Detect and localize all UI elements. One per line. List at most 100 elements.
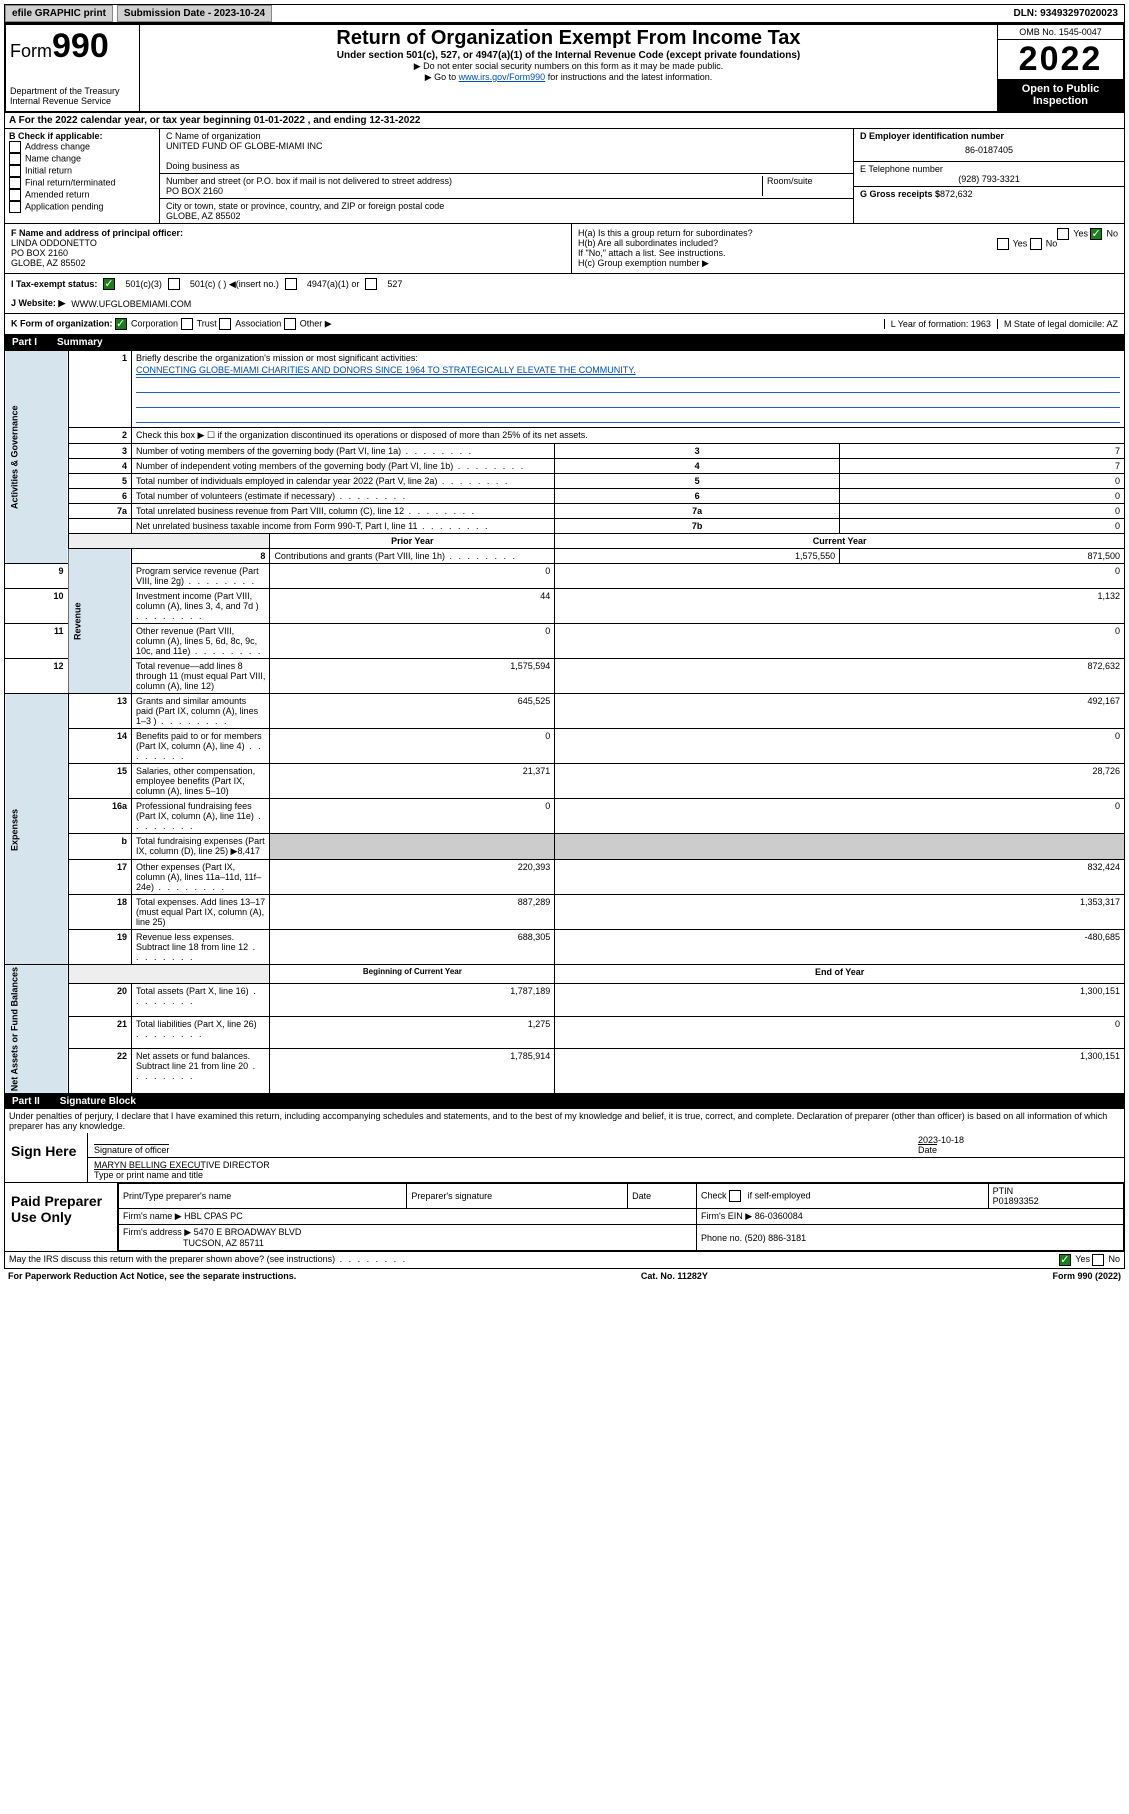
check-amended[interactable] bbox=[9, 189, 21, 201]
table-row: 15Salaries, other compensation, employee… bbox=[5, 764, 1125, 799]
check-address-change[interactable] bbox=[9, 141, 21, 153]
state-domicile: M State of legal domicile: AZ bbox=[997, 319, 1118, 329]
check-4947[interactable] bbox=[285, 278, 297, 290]
check-527[interactable] bbox=[365, 278, 377, 290]
officer-addr2: GLOBE, AZ 85502 bbox=[11, 258, 86, 268]
irs-link[interactable]: www.irs.gov/Form990 bbox=[459, 72, 546, 82]
table-row: 16aProfessional fundraising fees (Part I… bbox=[5, 799, 1125, 834]
ptin-value: P01893352 bbox=[993, 1196, 1039, 1206]
prep-date-hdr: Date bbox=[628, 1184, 697, 1209]
penalties-text: Under penalties of perjury, I declare th… bbox=[4, 1109, 1125, 1133]
table-row: 19Revenue less expenses. Subtract line 1… bbox=[5, 930, 1125, 965]
addr-label: Number and street (or P.O. box if mail i… bbox=[166, 176, 762, 186]
check-self-employed[interactable] bbox=[729, 1190, 741, 1202]
year-formation: L Year of formation: 1963 bbox=[884, 319, 991, 329]
table-row: 14Benefits paid to or for members (Part … bbox=[5, 729, 1125, 764]
signature-block: Sign Here Signature of officer 2023-10-1… bbox=[4, 1133, 1125, 1183]
part1-header: Part ISummary bbox=[4, 335, 1125, 350]
table-row: 7aTotal unrelated business revenue from … bbox=[5, 504, 1125, 519]
mission-label: Briefly describe the organization's miss… bbox=[136, 353, 418, 363]
table-row: 6Total number of volunteers (estimate if… bbox=[5, 489, 1125, 504]
hb-no[interactable] bbox=[1030, 238, 1042, 250]
table-row: Net unrelated business taxable income fr… bbox=[5, 519, 1125, 534]
table-row: 11Other revenue (Part VIII, column (A), … bbox=[5, 624, 1125, 659]
footer-right: Form 990 (2022) bbox=[1052, 1271, 1121, 1281]
open-inspection: Open to Public Inspection bbox=[998, 79, 1123, 111]
footer-left: For Paperwork Reduction Act Notice, see … bbox=[8, 1271, 296, 1281]
check-final-return[interactable] bbox=[9, 177, 21, 189]
col-b-checkboxes: B Check if applicable: Address change Na… bbox=[5, 129, 160, 223]
check-other[interactable] bbox=[284, 318, 296, 330]
table-row: 10Investment income (Part VIII, column (… bbox=[5, 589, 1125, 624]
discuss-yes[interactable] bbox=[1059, 1254, 1071, 1266]
ein-label: D Employer identification number bbox=[860, 131, 1118, 141]
prep-sig-hdr: Preparer's signature bbox=[407, 1184, 628, 1209]
officer-name: LINDA ODDONETTO bbox=[11, 238, 97, 248]
org-city: GLOBE, AZ 85502 bbox=[166, 211, 847, 221]
org-name: UNITED FUND OF GLOBE-MIAMI INC bbox=[166, 141, 847, 151]
exp-section-label: Expenses bbox=[5, 694, 69, 965]
prep-label: Paid Preparer Use Only bbox=[5, 1183, 117, 1251]
line2: Check this box ▶ ☐ if the organization d… bbox=[132, 428, 1125, 444]
sig-officer-label: Signature of officer bbox=[94, 1144, 169, 1155]
ha-no[interactable] bbox=[1090, 228, 1102, 240]
row-j-website: J Website: ▶ WWW.UFGLOBEMIAMI.COM bbox=[4, 294, 1125, 314]
check-501c[interactable] bbox=[168, 278, 180, 290]
instr-link: ▶ Go to www.irs.gov/Form990 for instruct… bbox=[146, 72, 991, 83]
hb-label: H(b) Are all subordinates included? bbox=[578, 238, 718, 248]
officer-addr1: PO BOX 2160 bbox=[11, 248, 68, 258]
hc-label: H(c) Group exemption number ▶ bbox=[578, 258, 1118, 269]
gov-section-label: Activities & Governance bbox=[5, 351, 69, 564]
sig-date-label: Date bbox=[918, 1144, 937, 1155]
check-501c3[interactable] bbox=[103, 278, 115, 290]
form-header: Form990 Department of the Treasury Inter… bbox=[4, 23, 1125, 113]
sig-name-label: Type or print name and title bbox=[94, 1169, 203, 1180]
tax-year: 2022 bbox=[998, 40, 1123, 79]
table-row: 3Number of voting members of the governi… bbox=[5, 444, 1125, 459]
name-label: C Name of organization bbox=[166, 131, 847, 141]
mission-text: CONNECTING GLOBE-MIAMI CHARITIES AND DON… bbox=[136, 365, 1120, 378]
check-app-pending[interactable] bbox=[9, 201, 21, 213]
row-i-tax-status: I Tax-exempt status: 501(c)(3) 501(c) ( … bbox=[4, 274, 1125, 294]
city-label: City or town, state or province, country… bbox=[166, 201, 847, 211]
submission-date: Submission Date - 2023-10-24 bbox=[117, 5, 272, 22]
check-assoc[interactable] bbox=[219, 318, 231, 330]
phone-value: (928) 793-3321 bbox=[860, 174, 1118, 184]
beg-year-hdr: Beginning of Current Year bbox=[270, 965, 555, 984]
row-f-officer: F Name and address of principal officer:… bbox=[4, 224, 1125, 274]
omb-number: OMB No. 1545-0047 bbox=[998, 25, 1123, 40]
firm-phone: (520) 886-3181 bbox=[745, 1233, 807, 1243]
table-row: 22Net assets or fund balances. Subtract … bbox=[5, 1048, 1125, 1093]
table-row: 4Number of independent voting members of… bbox=[5, 459, 1125, 474]
check-trust[interactable] bbox=[181, 318, 193, 330]
dba-label: Doing business as bbox=[166, 161, 847, 171]
room-label: Room/suite bbox=[762, 176, 847, 196]
form-title: Return of Organization Exempt From Incom… bbox=[146, 27, 991, 50]
check-name-change[interactable] bbox=[9, 153, 21, 165]
table-row: 17Other expenses (Part IX, column (A), l… bbox=[5, 860, 1125, 895]
prior-year-hdr: Prior Year bbox=[270, 534, 555, 549]
efile-button[interactable]: efile GRAPHIC print bbox=[5, 5, 113, 22]
firm-ein: 86-0360084 bbox=[755, 1211, 803, 1221]
hb-yes[interactable] bbox=[997, 238, 1009, 250]
section-bcde: B Check if applicable: Address change Na… bbox=[4, 129, 1125, 224]
table-row: 9Program service revenue (Part VIII, lin… bbox=[5, 564, 1125, 589]
discuss-no[interactable] bbox=[1092, 1254, 1104, 1266]
check-corp[interactable] bbox=[115, 318, 127, 330]
table-row: 5Total number of individuals employed in… bbox=[5, 474, 1125, 489]
website-value: WWW.UFGLOBEMIAMI.COM bbox=[71, 299, 191, 309]
org-address: PO BOX 2160 bbox=[166, 186, 762, 196]
table-row: 20Total assets (Part X, line 16)1,787,18… bbox=[5, 984, 1125, 1016]
instr-ssn: ▶ Do not enter social security numbers o… bbox=[146, 61, 991, 72]
end-year-hdr: End of Year bbox=[555, 965, 1125, 984]
rev-section-label: Revenue bbox=[68, 549, 132, 694]
ha-label: H(a) Is this a group return for subordin… bbox=[578, 228, 753, 238]
check-initial-return[interactable] bbox=[9, 165, 21, 177]
ha-yes[interactable] bbox=[1057, 228, 1069, 240]
footer: For Paperwork Reduction Act Notice, see … bbox=[4, 1269, 1125, 1283]
curr-year-hdr: Current Year bbox=[555, 534, 1125, 549]
row-k: K Form of organization: Corporation Trus… bbox=[4, 314, 1125, 335]
sign-here-label: Sign Here bbox=[5, 1133, 87, 1182]
table-row: 18Total expenses. Add lines 13–17 (must … bbox=[5, 895, 1125, 930]
row-a-tax-year: A For the 2022 calendar year, or tax yea… bbox=[4, 113, 1125, 129]
